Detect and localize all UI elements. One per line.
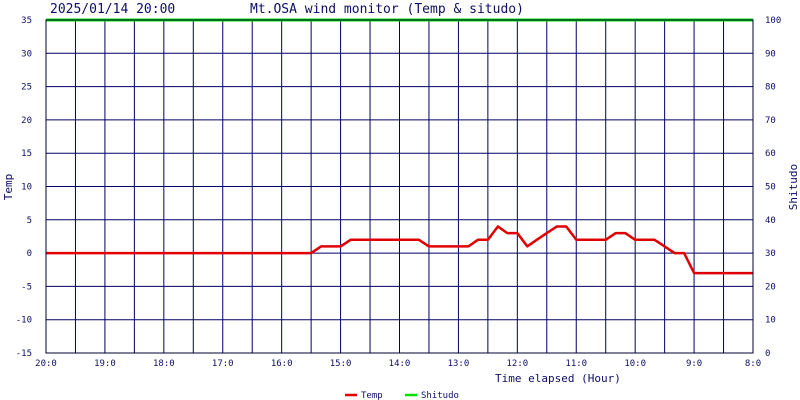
- series-line-temp: [46, 225, 753, 275]
- grid: [45, 19, 754, 354]
- y-left-tick-label: 25: [21, 83, 32, 93]
- legend: Temp Shitudo: [345, 391, 459, 400]
- chart-timestamp: 2025/01/14 20:00: [50, 2, 175, 17]
- x-tick-label: 10:0: [624, 359, 646, 369]
- x-tick-label: 20:0: [35, 359, 57, 369]
- x-tick-labels: 20:0 19:0 18:0 17:0 16:0 15:0 14:0 13:0 12:0 11:0…: [35, 359, 761, 369]
- y-left-tick-label: 0: [27, 249, 32, 259]
- y-right-tick-label: 10: [765, 316, 776, 326]
- x-tick-label: 8:0: [745, 359, 761, 369]
- x-tick-label: 18:0: [153, 359, 175, 369]
- y-left-tick-label: 10: [21, 183, 32, 193]
- y-left-tick-label: -15: [16, 349, 32, 359]
- y-right-tick-label: 90: [765, 49, 776, 59]
- y-left-tick-label: 15: [21, 149, 32, 159]
- y-right-tick-label: 80: [765, 83, 776, 93]
- y-left-tick-label: -5: [21, 282, 32, 292]
- chart-title: Mt.OSA wind monitor (Temp & situdo): [250, 2, 524, 17]
- y-right-tick-label: 60: [765, 149, 776, 159]
- x-tick-label: 12:0: [506, 359, 528, 369]
- y-right-tick-label: 20: [765, 282, 776, 292]
- x-tick-label: 17:0: [212, 359, 234, 369]
- plot-area-border: [45, 19, 754, 354]
- x-tick-label: 11:0: [565, 359, 587, 369]
- y-right-axis-label: Shitudo: [787, 164, 800, 210]
- legend-label-temp: Temp: [361, 391, 383, 400]
- y-left-tick-labels: 35 30 25 20 15 10 5 0 -5 -10 -15: [16, 16, 32, 359]
- x-tick-label: 9:0: [686, 359, 702, 369]
- y-right-tick-label: 0: [765, 349, 770, 359]
- x-tick-label: 15:0: [330, 359, 352, 369]
- y-right-tick-label: 50: [765, 183, 776, 193]
- y-right-tick-label: 100: [765, 16, 781, 26]
- y-left-tick-label: 35: [21, 16, 32, 26]
- y-left-tick-label: -10: [16, 316, 32, 326]
- y-right-tick-label: 40: [765, 216, 776, 226]
- y-left-tick-label: 30: [21, 49, 32, 59]
- legend-label-shitudo: Shitudo: [421, 391, 459, 400]
- y-left-axis-label: Temp: [2, 174, 15, 201]
- x-axis-label: Time elapsed (Hour): [495, 372, 621, 385]
- y-right-tick-label: 30: [765, 249, 776, 259]
- y-left-tick-label: 20: [21, 116, 32, 126]
- x-tick-label: 16:0: [271, 359, 293, 369]
- x-tick-label: 14:0: [389, 359, 411, 369]
- y-left-tick-label: 5: [27, 216, 32, 226]
- x-tick-label: 13:0: [448, 359, 470, 369]
- x-tick-label: 19:0: [94, 359, 116, 369]
- y-right-tick-label: 70: [765, 116, 776, 126]
